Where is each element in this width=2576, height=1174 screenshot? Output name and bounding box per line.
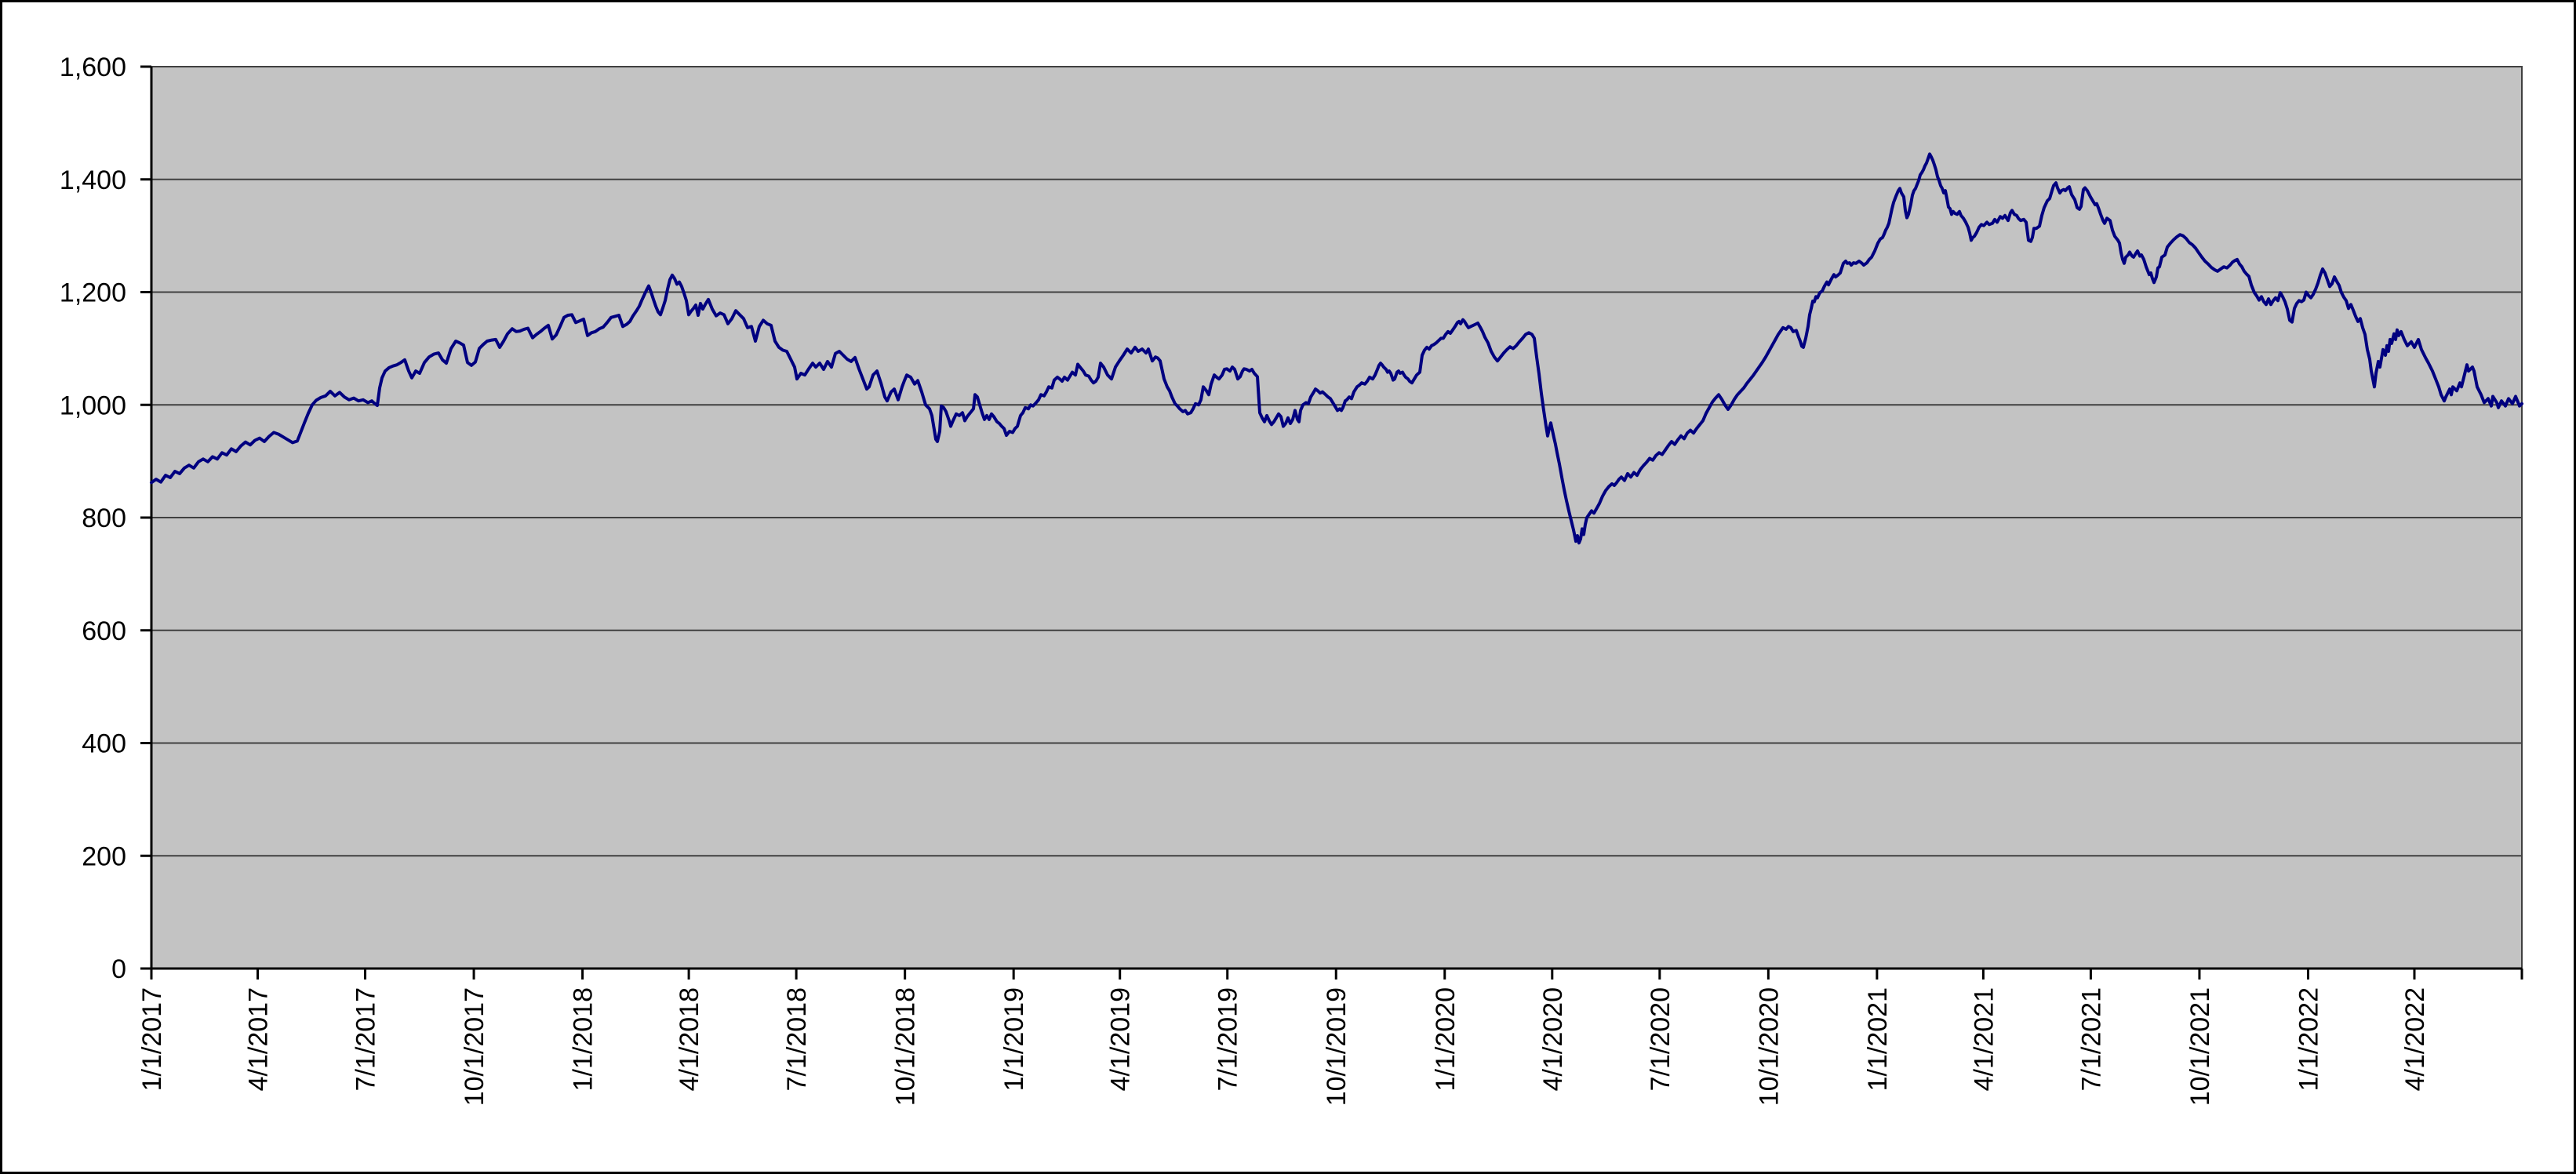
x-tick-label-4-1-2021: 4/1/2021 (1969, 987, 1999, 1091)
x-tick-label-10-1-2017: 10/1/2017 (460, 987, 489, 1106)
x-tick-label-4-1-2022: 4/1/2022 (2400, 987, 2430, 1091)
x-tick-label-1-1-2017: 1/1/2017 (137, 987, 167, 1091)
y-tick-label-400: 400 (82, 729, 126, 759)
x-tick-label-1-1-2019: 1/1/2019 (999, 987, 1029, 1091)
x-tick-label-10-1-2021: 10/1/2021 (2185, 987, 2215, 1106)
y-tick-label-1,600: 1,600 (60, 53, 126, 82)
x-tick-label-7-1-2020: 7/1/2020 (1646, 987, 1675, 1091)
x-tick-label-4-1-2017: 4/1/2017 (244, 987, 274, 1091)
x-tick-label-10-1-2019: 10/1/2019 (1322, 987, 1352, 1106)
x-tick-label-1-1-2022: 1/1/2022 (2294, 987, 2323, 1091)
x-tick-label-1-1-2018: 1/1/2018 (569, 987, 599, 1091)
y-tick-label-200: 200 (82, 841, 126, 871)
y-tick-label-1,400: 1,400 (60, 165, 126, 195)
x-tick-label-7-1-2018: 7/1/2018 (782, 987, 812, 1091)
series-line (150, 152, 2523, 545)
x-tick-label-10-1-2020: 10/1/2020 (1754, 987, 1784, 1106)
x-tick-label-4-1-2019: 4/1/2019 (1106, 987, 1136, 1091)
y-tick-label-600: 600 (82, 616, 126, 646)
x-tick-label-10-1-2018: 10/1/2018 (891, 987, 921, 1106)
y-tick-label-1,200: 1,200 (60, 278, 126, 308)
x-tick-label-7-1-2017: 7/1/2017 (351, 987, 381, 1091)
x-tick-label-1-1-2021: 1/1/2021 (1863, 987, 1893, 1091)
x-tick-label-7-1-2021: 7/1/2021 (2076, 987, 2106, 1091)
x-tick-label-1-1-2020: 1/1/2020 (1431, 987, 1461, 1091)
x-tick-label-4-1-2020: 4/1/2020 (1538, 987, 1568, 1091)
y-tick-label-0: 0 (111, 954, 126, 984)
x-tick-label-7-1-2019: 7/1/2019 (1213, 987, 1243, 1091)
x-tick-label-4-1-2018: 4/1/2018 (675, 987, 704, 1091)
y-tick-label-800: 800 (82, 503, 126, 533)
y-tick-label-1,000: 1,000 (60, 391, 126, 420)
